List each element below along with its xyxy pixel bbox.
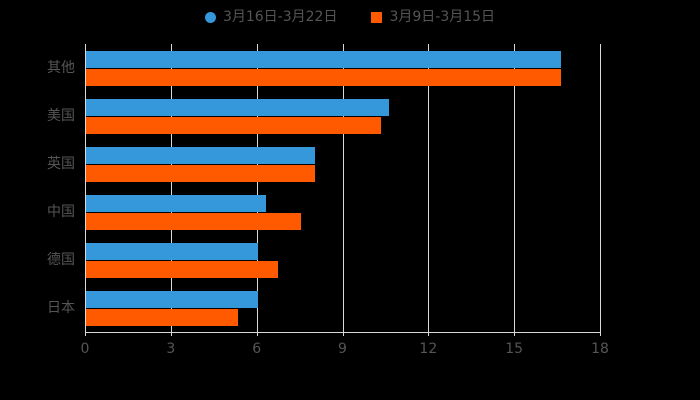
legend-item-series-1[interactable]: 3月16日-3月22日 <box>204 9 338 25</box>
y-axis-label-0: 其他 <box>47 60 75 76</box>
gridline-x-3 <box>170 44 172 332</box>
x-tick-mark-12 <box>428 331 430 336</box>
gridline-x-15 <box>514 44 516 332</box>
y-axis-label-3: 中国 <box>47 204 75 220</box>
chart-legend: 3月16日-3月22日 3月9日-3月15日 <box>0 4 700 30</box>
x-tick-label-18: 18 <box>591 341 609 357</box>
x-tick-mark-6 <box>256 331 258 336</box>
bar-series-2[interactable] <box>86 260 278 278</box>
bar-series-2[interactable] <box>86 164 315 182</box>
bar-group <box>86 98 601 137</box>
bar-group <box>86 146 601 185</box>
x-tick-mark-18 <box>600 331 601 336</box>
bar-series-1[interactable] <box>86 50 561 68</box>
gridline-x-6 <box>256 44 258 332</box>
bar-series-1[interactable] <box>86 242 258 260</box>
bar-group <box>86 290 601 329</box>
plot-area <box>85 44 601 332</box>
x-tick-label-3: 3 <box>166 341 176 357</box>
bar-series-2[interactable] <box>86 68 561 86</box>
x-tick-mark-0 <box>85 331 86 336</box>
y-axis-label-2: 英国 <box>47 156 75 172</box>
bar-group <box>86 50 601 89</box>
bar-group <box>86 194 601 233</box>
legend-label-series-1: 3月16日-3月22日 <box>222 9 338 25</box>
bar-series-1[interactable] <box>86 194 267 212</box>
gridline-x-12 <box>428 44 430 332</box>
x-tick-label-15: 15 <box>505 341 524 357</box>
y-axis-category-labels: 其他美国英国中国德国日本 <box>0 44 75 332</box>
gridline-x-0 <box>85 44 86 332</box>
x-tick-label-9: 9 <box>338 341 347 357</box>
y-axis-label-4: 德国 <box>47 252 75 268</box>
x-tick-mark-15 <box>514 331 516 336</box>
gridline-x-18 <box>600 44 601 332</box>
legend-square-icon <box>371 11 383 23</box>
legend-label-series-2: 3月9日-3月15日 <box>389 9 496 25</box>
bar-series-1[interactable] <box>86 98 390 116</box>
gridline-x-9 <box>342 44 344 332</box>
x-tick-label-6: 6 <box>252 341 262 357</box>
bar-series-2[interactable] <box>86 212 301 230</box>
bar-series-2[interactable] <box>86 116 381 134</box>
bar-group <box>86 242 601 281</box>
bar-series-1[interactable] <box>86 146 315 164</box>
legend-circle-icon <box>204 11 216 23</box>
bar-series-2[interactable] <box>86 308 238 326</box>
y-axis-label-5: 日本 <box>47 300 75 316</box>
x-axis-ticks: 0 3 6 9 12 15 18 <box>81 331 609 360</box>
y-axis-label-1: 美国 <box>47 108 75 124</box>
x-tick-label-12: 12 <box>419 341 438 357</box>
x-tick-mark-3 <box>170 331 172 336</box>
legend-item-series-2[interactable]: 3月9日-3月15日 <box>371 10 495 24</box>
x-tick-label-0: 0 <box>80 341 90 357</box>
x-tick-mark-9 <box>342 331 344 336</box>
bar-series-1[interactable] <box>86 290 258 308</box>
